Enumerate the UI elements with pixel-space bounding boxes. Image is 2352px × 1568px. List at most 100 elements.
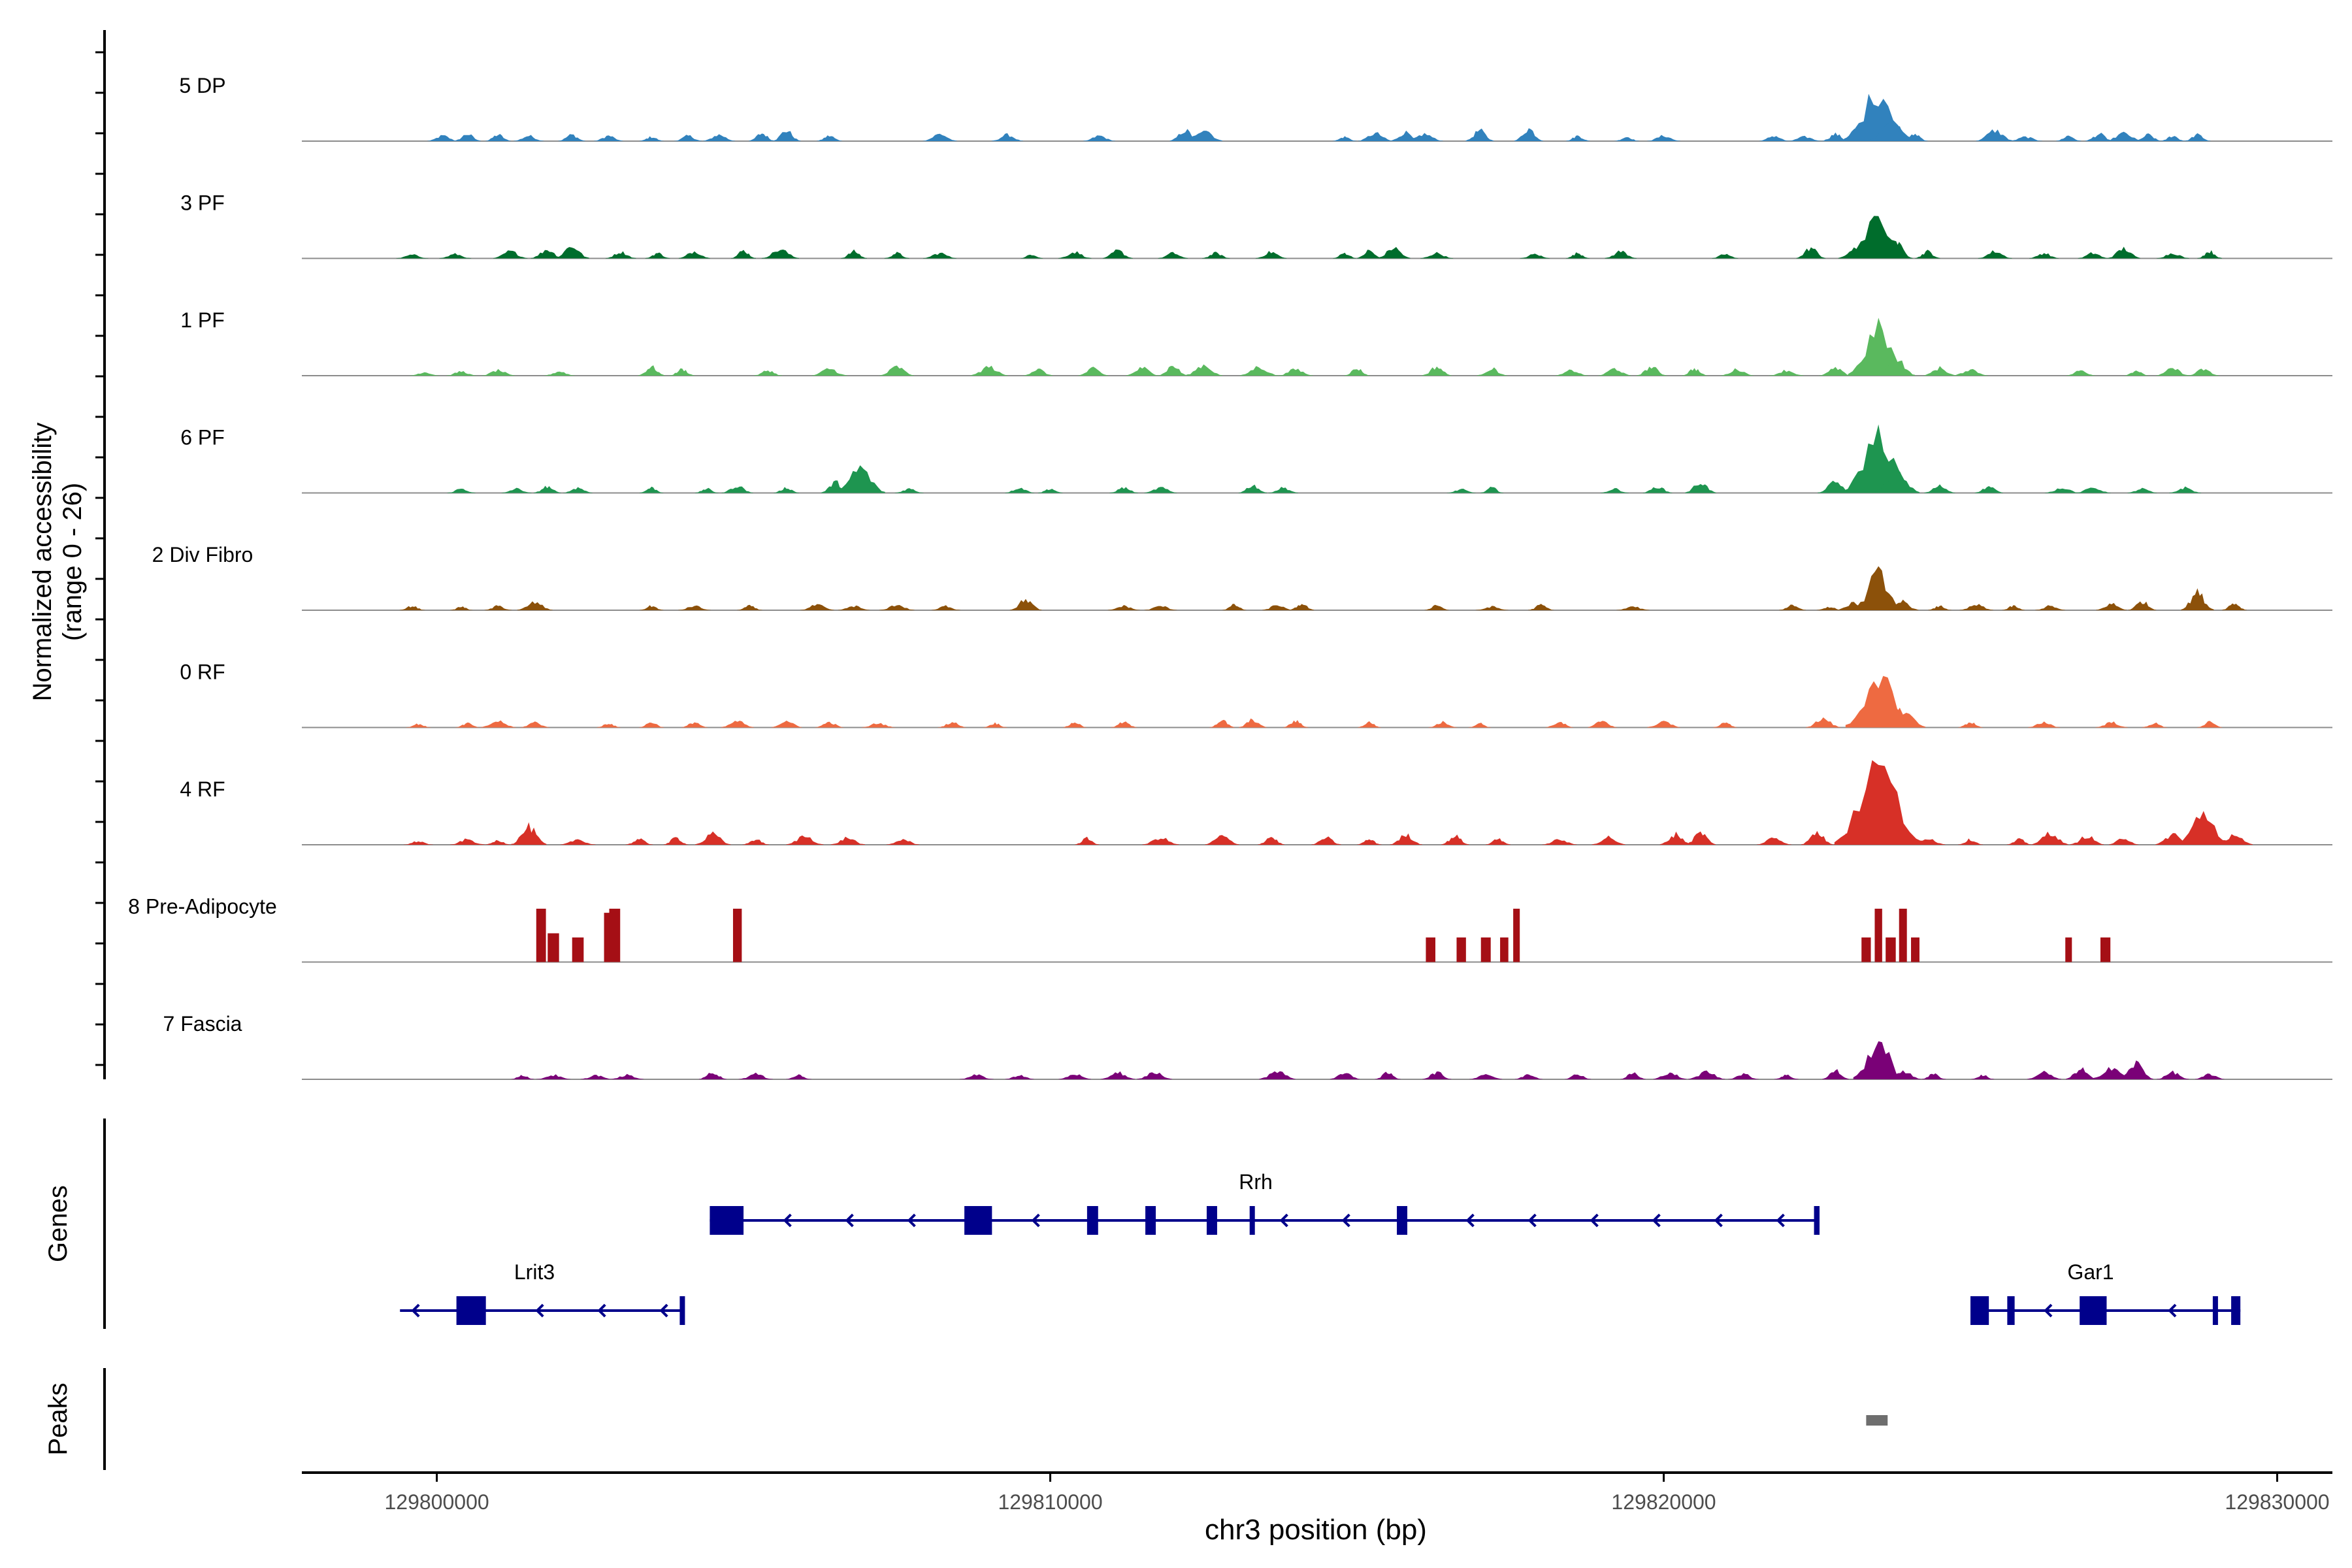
x-axis: 129800000 129810000 129820000 129830000 chr… bbox=[302, 1471, 2332, 1546]
coverage-peak bbox=[886, 839, 920, 845]
coverage-peak bbox=[1477, 367, 1507, 376]
coverage-peak bbox=[2070, 836, 2104, 845]
coverage-peak bbox=[1565, 135, 1590, 141]
coverage-y-range: (range 0 - 26) bbox=[58, 483, 87, 641]
coverage-peak bbox=[1542, 839, 1577, 845]
coverage-peak bbox=[396, 254, 429, 259]
coverage-peak bbox=[594, 135, 623, 141]
coverage-peak bbox=[1142, 838, 1179, 845]
coverage-peak bbox=[742, 840, 770, 845]
coverage-peak bbox=[694, 487, 719, 493]
strand-arrow bbox=[1527, 1213, 1537, 1228]
coverage-peak bbox=[2188, 368, 2219, 376]
coverage-peak bbox=[1137, 1072, 1173, 1079]
coverage-peak bbox=[2066, 1067, 2097, 1079]
coverage-track: 8 Pre-Adipocyte bbox=[128, 895, 2332, 963]
coverage-peak bbox=[406, 723, 431, 728]
coverage-track: 3 PF bbox=[180, 191, 2332, 259]
coverage-peak bbox=[446, 370, 477, 376]
coverage-peak bbox=[1422, 1071, 1452, 1079]
coverage-track: 2 Div Fibro bbox=[152, 543, 2332, 611]
coverage-peak bbox=[2105, 131, 2143, 141]
coverage-track: 0 RF bbox=[180, 661, 2332, 728]
coverage-peak bbox=[1685, 831, 1716, 845]
coverage-peak bbox=[2008, 136, 2043, 141]
track-label: 8 Pre-Adipocyte bbox=[128, 895, 277, 919]
coverage-y-ticks bbox=[95, 51, 105, 1066]
peak-regions bbox=[1866, 1415, 1888, 1426]
coverage-peak bbox=[609, 908, 621, 962]
coverage-peak bbox=[923, 133, 957, 141]
coverage-peak bbox=[2156, 368, 2190, 376]
coverage-peak bbox=[1239, 718, 1267, 728]
strand-arrow bbox=[783, 1213, 792, 1228]
track-label: 0 RF bbox=[180, 661, 225, 684]
coverage-peak bbox=[1107, 605, 1140, 610]
coverage-peak bbox=[520, 721, 550, 728]
coverage-peak bbox=[1021, 254, 1043, 259]
coverage-peak bbox=[678, 605, 711, 610]
coverage-peak bbox=[1037, 489, 1063, 493]
coverage-peak bbox=[1779, 604, 1806, 610]
coverage-peak bbox=[931, 605, 961, 610]
coverage-peak bbox=[450, 606, 473, 610]
coverage-peak bbox=[1976, 129, 2014, 141]
coverage-peak bbox=[1821, 132, 1850, 141]
coverage-track: 7 Fascia bbox=[163, 1012, 2332, 1080]
coverage-peak bbox=[1480, 937, 1491, 962]
coverage-peak bbox=[1885, 1070, 1921, 1079]
coverage-peak bbox=[1528, 604, 1554, 610]
coverage-peak bbox=[1757, 837, 1791, 845]
coverage-peak bbox=[2156, 253, 2189, 259]
coverage-peak bbox=[1886, 937, 1896, 962]
coverage-peak bbox=[1406, 133, 1443, 141]
coverage-peak bbox=[1268, 487, 1298, 493]
gene-exon bbox=[1249, 1206, 1255, 1235]
coverage-peak bbox=[2029, 253, 2059, 259]
coverage-peak bbox=[1958, 722, 1983, 728]
coverage-peak bbox=[1861, 937, 1871, 962]
coverage-peak bbox=[554, 247, 589, 259]
coverage-peak bbox=[1100, 1071, 1135, 1079]
coverage-peak bbox=[1356, 250, 1382, 259]
coverage-peak bbox=[816, 135, 843, 141]
coverage-peak bbox=[481, 368, 515, 376]
coverage-peak bbox=[547, 933, 559, 962]
coverage-peak bbox=[2096, 602, 2127, 610]
gene-exon bbox=[2007, 1296, 2015, 1325]
coverage-peak bbox=[1978, 250, 2012, 259]
coverage-peak bbox=[1282, 720, 1309, 728]
coverage-peak bbox=[1565, 252, 1590, 259]
coverage-peak bbox=[1238, 484, 1267, 493]
coverage-peak bbox=[1109, 487, 1139, 493]
coverage-peak bbox=[2091, 1067, 2132, 1079]
coverage-peak bbox=[2065, 937, 2072, 962]
strand-arrow bbox=[1341, 1213, 1350, 1228]
coverage-peak bbox=[681, 722, 708, 728]
genes-label: Genes bbox=[44, 1185, 73, 1262]
coverage-peak bbox=[2169, 486, 2202, 493]
coverage-peak bbox=[1357, 721, 1381, 728]
strand-arrow bbox=[907, 1213, 916, 1228]
coverage-peak bbox=[427, 135, 459, 141]
coverage-peak bbox=[2100, 937, 2111, 962]
coverage-peak bbox=[1588, 721, 1617, 728]
coverage-peak bbox=[1158, 366, 1188, 376]
coverage-track: 5 DP bbox=[179, 74, 2332, 142]
coverage-peak bbox=[560, 839, 596, 845]
peaks-label: Peaks bbox=[44, 1382, 73, 1455]
coverage-peak bbox=[1201, 252, 1230, 259]
coverage-peak bbox=[404, 841, 433, 845]
coverage-peak bbox=[605, 251, 636, 259]
gene-name: Lrit3 bbox=[514, 1260, 555, 1284]
coverage-peak bbox=[879, 605, 915, 610]
coverage-peak bbox=[536, 1074, 571, 1079]
coverage-peak bbox=[2184, 133, 2211, 141]
coverage-peak bbox=[1456, 937, 1466, 962]
coverage-peak bbox=[2221, 603, 2247, 610]
coverage-peak bbox=[884, 252, 910, 259]
coverage-peak bbox=[1878, 360, 1916, 376]
coverage-peak bbox=[1911, 937, 1919, 962]
gene-exon bbox=[1206, 1206, 1217, 1235]
coverage-peak bbox=[1209, 719, 1235, 728]
